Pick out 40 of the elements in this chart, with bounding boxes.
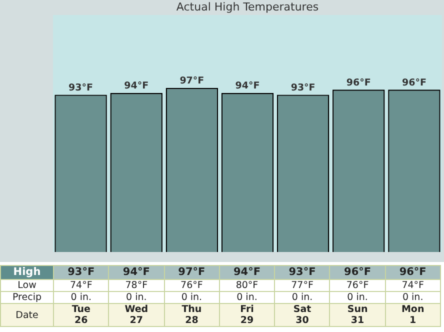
text: 0 in. bbox=[385, 292, 440, 304]
text: 0 in. bbox=[54, 292, 109, 304]
text: 0 in. bbox=[330, 292, 386, 304]
text: 96°F bbox=[402, 77, 426, 88]
text: Low bbox=[0, 280, 54, 292]
data-label: 93°F bbox=[54, 266, 109, 280]
text: 93°F bbox=[290, 82, 316, 94]
text: 77°F bbox=[274, 280, 330, 292]
chart-title: Actual High Temperatures bbox=[176, 0, 319, 14]
text: 96°F bbox=[346, 77, 371, 88]
x-tick-label: Sun 31 bbox=[330, 304, 386, 326]
data-label: 94°F bbox=[108, 266, 164, 280]
text: 94°F bbox=[124, 80, 149, 92]
text: 0 in. bbox=[274, 292, 330, 304]
data-label: 97°F bbox=[164, 266, 220, 280]
text: 93°F bbox=[68, 82, 94, 94]
text: 0 in. bbox=[108, 292, 164, 304]
x-tick-label: Fri 29 bbox=[219, 304, 275, 326]
data-label: 94°F bbox=[219, 266, 275, 280]
x-tick-label: Mon 1 bbox=[385, 304, 440, 326]
x-tick-label: Wed 27 bbox=[108, 304, 164, 326]
data-label: 93°F bbox=[274, 266, 330, 280]
x-tick-label: Sat 30 bbox=[274, 304, 330, 326]
data-label: 96°F bbox=[385, 266, 440, 280]
text: High bbox=[0, 266, 54, 280]
data-label: 96°F bbox=[330, 266, 386, 280]
text: 0 in. bbox=[164, 292, 220, 304]
text: 0 in. bbox=[219, 292, 275, 304]
text: 97°F bbox=[180, 76, 204, 87]
x-tick-label: Thu 28 bbox=[164, 304, 220, 326]
text: 78°F bbox=[108, 280, 164, 292]
text: 74°F bbox=[385, 280, 440, 292]
text: 94°F bbox=[235, 80, 260, 92]
text: 74°F bbox=[54, 280, 109, 292]
text: 80°F bbox=[219, 280, 275, 292]
text: Date bbox=[0, 304, 54, 326]
text: 76°F bbox=[164, 280, 220, 292]
x-tick-label: Tue 26 bbox=[54, 304, 109, 326]
text: 76°F bbox=[330, 280, 386, 292]
text: Precip bbox=[0, 292, 54, 304]
